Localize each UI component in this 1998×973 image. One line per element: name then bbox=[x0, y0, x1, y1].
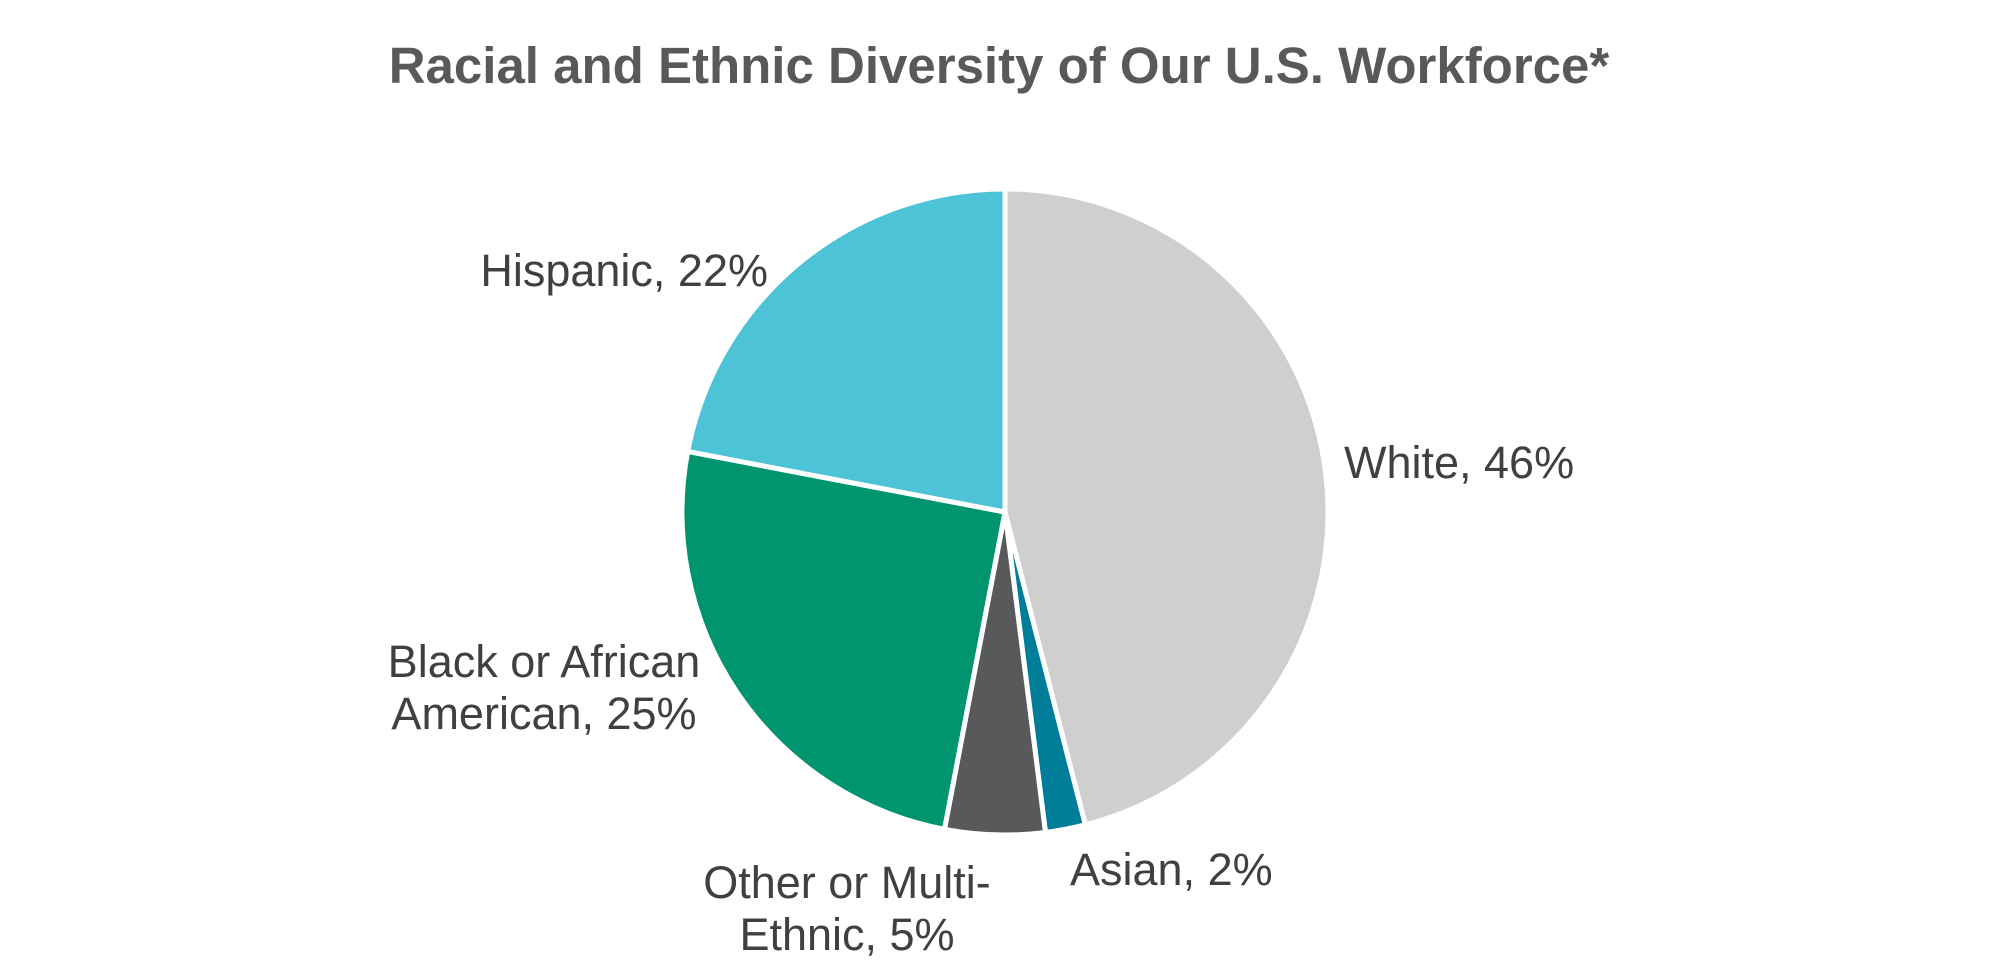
label-black: Black or African American, 25% bbox=[388, 636, 701, 740]
label-other-line2: Ethnic, 5% bbox=[739, 909, 955, 960]
label-hispanic: Hispanic, 22% bbox=[480, 245, 768, 296]
chart-title: Racial and Ethnic Diversity of Our U.S. … bbox=[388, 37, 1610, 94]
label-black-line2: American, 25% bbox=[391, 688, 697, 739]
label-asian: Asian, 2% bbox=[1070, 844, 1273, 895]
pie-slice-hispanic bbox=[685, 186, 1008, 515]
label-white: White, 46% bbox=[1344, 437, 1575, 488]
label-other: Other or Multi- Ethnic, 5% bbox=[703, 857, 991, 961]
pie-slice-black-or-african-american bbox=[679, 448, 1008, 832]
pie-slice-white bbox=[1002, 186, 1331, 828]
label-other-line1: Other or Multi- bbox=[703, 857, 991, 908]
label-black-line1: Black or African bbox=[387, 636, 701, 687]
